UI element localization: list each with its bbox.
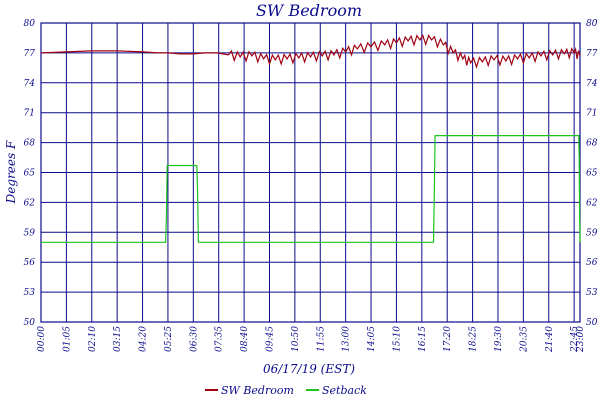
x-tick-label: 06:30	[189, 326, 199, 352]
y-tick-label-left: 71	[24, 109, 35, 119]
x-tick-label: 02:10	[88, 326, 98, 352]
x-tick-label: 22:45	[570, 326, 580, 353]
x-tick-label: 09:45	[265, 326, 275, 352]
x-tick-label: 00:00	[37, 326, 47, 352]
y-tick-label-right: 74	[586, 79, 598, 89]
series-layer	[40, 34, 581, 243]
y-tick-label-right: 59	[586, 228, 598, 238]
x-tick-label: 05:25	[164, 326, 174, 352]
x-tick-label: 07:35	[215, 326, 225, 352]
x-tick-label: 19:30	[494, 326, 504, 352]
y-tick-label-left: 56	[24, 258, 36, 268]
x-ticks: 00:00 01:05 02:10 03:15 04:20 05:25 06:30 07:35…	[37, 326, 586, 353]
y-tick-label-right: 56	[586, 258, 598, 268]
legend-label: SW Bedroom	[221, 384, 294, 397]
x-tick-label: 03:15	[113, 326, 123, 352]
x-tick-label: 14:05	[367, 326, 377, 352]
y-tick-label-right: 77	[586, 49, 598, 59]
x-tick-label: 17:20	[443, 326, 453, 352]
chart-title: SW Bedroom	[256, 1, 362, 20]
y-tick-label-left: 80	[24, 19, 36, 29]
x-tick-label: 04:20	[139, 326, 149, 352]
x-tick-label: 13:00	[342, 326, 352, 352]
y-tick-label-left: 59	[24, 228, 36, 238]
plot-area	[40, 22, 581, 323]
y-tick-label-left: 74	[24, 79, 36, 89]
x-tick-label: 15:10	[392, 326, 402, 352]
x-tick-label: 11:55	[316, 326, 326, 352]
y-axis-label: Degrees F	[4, 140, 18, 204]
y-ticks-left: 50 53 56 59 62 65 68 71 74 77 80	[24, 19, 36, 328]
y-tick-label-right: 62	[586, 198, 598, 208]
series-line-setback	[41, 135, 581, 243]
y-tick-label-right: 80	[586, 19, 598, 29]
y-tick-label-right: 53	[586, 288, 598, 298]
y-tick-label-left: 68	[24, 139, 36, 149]
x-tick-label: 08:40	[240, 326, 250, 352]
x-tick-label: 01:05	[62, 326, 72, 352]
x-tick-label: 23:00	[576, 326, 586, 353]
x-tick-label: 21:40	[545, 326, 555, 353]
x-axis-label: 06/17/19 (EST)	[263, 362, 355, 376]
y-tick-label-right: 65	[586, 169, 598, 179]
x-tick-label: 16:15	[418, 326, 428, 352]
series-line-sw-bedroom	[40, 34, 581, 69]
legend: SW Bedroom Setback	[205, 384, 367, 397]
grid	[41, 23, 580, 322]
y-ticks-right: 50 53 56 59 62 65 68 71 74 77 80	[586, 19, 598, 328]
y-tick-label-left: 53	[24, 288, 36, 298]
x-tick-label: 18:25	[469, 326, 479, 352]
y-tick-label-right: 68	[586, 139, 598, 149]
y-tick-label-left: 65	[24, 169, 36, 179]
y-tick-label-left: 62	[24, 198, 36, 208]
y-tick-label-left: 50	[24, 318, 36, 328]
y-tick-label-right: 50	[586, 318, 598, 328]
x-tick-label: 20:35	[519, 326, 529, 353]
y-tick-label-right: 71	[586, 109, 597, 119]
y-tick-label-left: 77	[24, 49, 36, 59]
legend-label: Setback	[322, 384, 367, 397]
x-tick-label: 10:50	[291, 326, 301, 352]
